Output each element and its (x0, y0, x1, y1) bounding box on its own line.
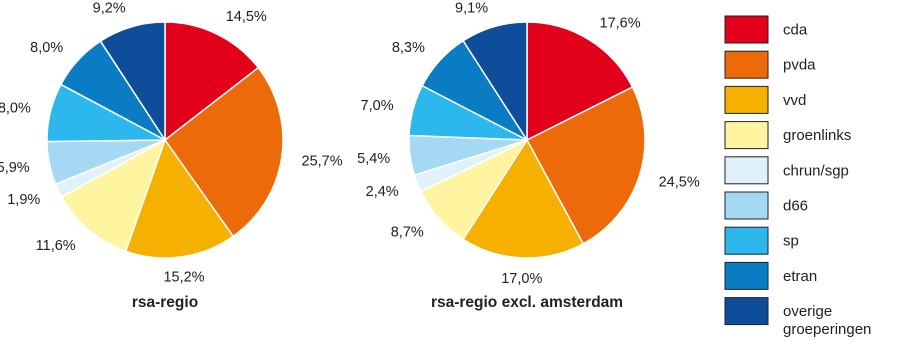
legend-swatch-vvd (724, 85, 769, 114)
legend-swatch-cda (724, 15, 769, 44)
legend-swatch-overige-groeperingen (724, 297, 769, 326)
pie-slice-overige-groeperingen (462, 21, 528, 141)
pie-slice-overige-groeperingen (99, 21, 166, 141)
pie-chart-rsa-regio-excl-amsterdam: 17,6% 24,5% 17,0% 8,7% 2,4% 5,4% 7,0% 8,3% 9,1% (357, 1, 700, 287)
pie-slice-groenlinks (60, 139, 166, 253)
pie-data-label-overige-groeperingen: 9,2% (93, 1, 126, 17)
pie-slice-vvd (462, 139, 584, 259)
pie-caption-rsa-regio-excl-amsterdam: rsa-regio excl. amsterdam (431, 294, 623, 311)
pie-data-label-groenlinks: 8,7% (391, 225, 424, 241)
pie-data-label-d66: 5,4% (357, 151, 390, 167)
legend-swatch-sp (724, 226, 769, 255)
legend-label-d66: d66 (783, 198, 808, 215)
pie-data-label-chrun-sgp: 1,9% (7, 192, 40, 208)
pie-data-label-overige-groeperingen: 9,1% (455, 1, 488, 17)
pie-data-label-cda: 17,6% (600, 16, 641, 32)
legend-label-pvda: pvda (783, 57, 816, 74)
pie-data-label-pvda: 24,5% (659, 174, 700, 190)
legend-label-vvd: vvd (783, 92, 806, 109)
legend-label-groenlinks: groenlinks (783, 127, 851, 144)
legend-swatch-chrun-sgp (724, 156, 769, 185)
pie-slice-pvda (526, 86, 646, 245)
pie-data-label-sp: 8,0% (0, 100, 31, 116)
pie-data-label-groenlinks: 11,6% (36, 238, 76, 254)
legend-swatch-d66 (724, 191, 769, 220)
legend-label-etran: etran (783, 268, 817, 285)
pie-data-label-etran: 8,3% (392, 40, 425, 56)
legend-swatch-groenlinks (724, 121, 769, 150)
pie-data-label-vvd: 17,0% (501, 271, 542, 287)
legend-swatch-pvda (724, 50, 769, 79)
legend: cda pvda vvd groenlinks chrun/sgp d66 sp etran o… (724, 15, 871, 338)
pie-data-label-pvda: 25,7% (302, 153, 343, 169)
pie-data-label-sp: 7,0% (361, 98, 394, 114)
pie-data-label-d66: 5,9% (0, 160, 30, 176)
pie-caption-rsa-regio: rsa-regio (132, 294, 198, 311)
pie-slice-vvd (124, 139, 234, 259)
pie-slice-pvda (164, 66, 284, 238)
pie-slice-cda (526, 21, 634, 141)
legend-label-overige-groeperingen: overige groeperingen (783, 303, 871, 338)
pie-data-label-cda: 14,5% (226, 9, 267, 25)
pie-slice-cda (164, 21, 259, 141)
pie-data-label-etran: 8,0% (30, 40, 63, 56)
legend-label-chrun-sgp: chrun/sgp (783, 162, 849, 179)
pie-chart-rsa-regio: 14,5% 25,7% 15,2% 11,6% 1,9% 5,9% 8,0% 8,0% 9,2% (0, 1, 343, 286)
pie-data-label-vvd: 15,2% (163, 270, 204, 286)
pie-data-label-chrun-sgp: 2,4% (366, 184, 399, 200)
legend-swatch-etran (724, 261, 769, 290)
legend-label-sp: sp (783, 233, 799, 250)
legend-label-cda: cda (783, 22, 808, 39)
